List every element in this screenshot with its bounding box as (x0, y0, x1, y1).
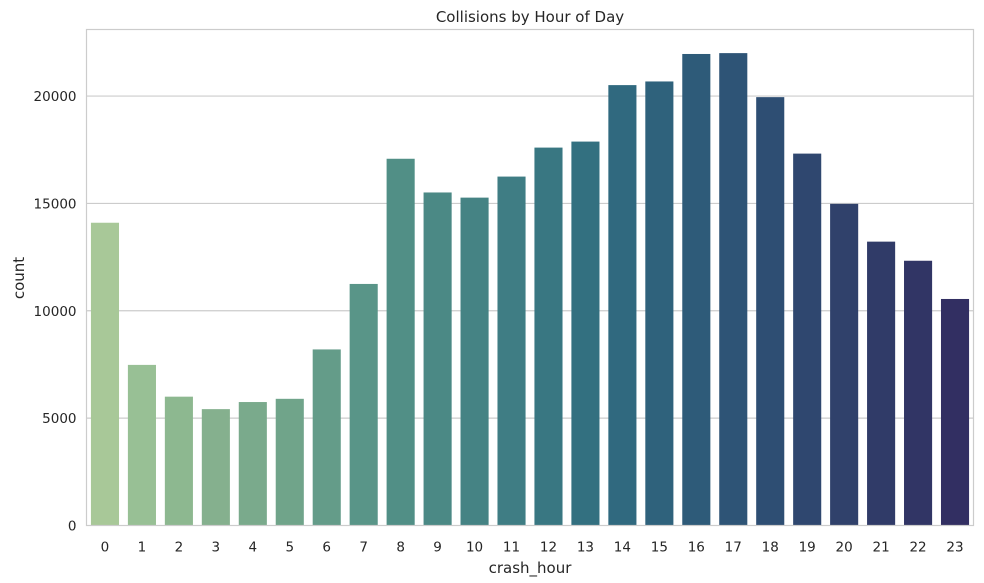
x-tick-label: 8 (396, 540, 405, 556)
x-tick-label: 14 (614, 540, 631, 556)
bar-hour-4 (238, 402, 267, 526)
bar-hour-22 (904, 260, 933, 526)
bar-hour-15 (645, 81, 674, 526)
x-tick-label: 12 (540, 540, 557, 556)
x-tick-label: 17 (725, 540, 742, 556)
bar-hour-1 (127, 364, 156, 526)
y-axis-ticks: 0 5000 10000 15000 20000 (34, 89, 77, 534)
x-tick-label: 19 (799, 540, 816, 556)
bar-hour-6 (312, 349, 341, 526)
bar-hour-17 (719, 53, 748, 526)
y-axis-label: count (10, 257, 28, 299)
x-tick-label: 13 (577, 540, 594, 556)
bar-hour-12 (534, 147, 563, 526)
x-tick-label: 22 (909, 540, 926, 556)
bar-hour-8 (386, 158, 415, 526)
y-tick-label: 0 (68, 519, 77, 535)
plot-frame (85, 28, 975, 527)
bar-hour-11 (497, 176, 526, 526)
x-axis-ticks: 0 1 2 3 4 5 6 7 8 9 10 11 12 13 14 15 16 17 18 19 20 21 22 23 (101, 540, 964, 556)
x-tick-label: 9 (433, 540, 442, 556)
x-tick-label: 16 (688, 540, 705, 556)
bar-hour-10 (460, 197, 489, 526)
x-tick-label: 11 (503, 540, 520, 556)
y-tick-label: 15000 (34, 196, 77, 212)
bar-hour-3 (201, 409, 230, 526)
bar-hour-14 (608, 85, 637, 526)
x-tick-label: 2 (175, 540, 184, 556)
x-tick-label: 0 (101, 540, 110, 556)
bar-hour-23 (940, 298, 970, 526)
bar-hour-20 (830, 203, 859, 526)
x-tick-label: 20 (836, 540, 853, 556)
x-tick-label: 6 (322, 540, 331, 556)
x-tick-label: 15 (651, 540, 668, 556)
y-tick-label: 20000 (34, 89, 77, 105)
x-tick-label: 3 (212, 540, 221, 556)
gridlines (86, 95, 974, 419)
x-tick-label: 18 (762, 540, 779, 556)
x-tick-label: 1 (138, 540, 147, 556)
x-tick-label: 10 (466, 540, 483, 556)
bar-hour-9 (423, 192, 452, 526)
bar-hour-19 (793, 153, 822, 526)
x-tick-label: 23 (946, 540, 963, 556)
chart-title: Collisions by Hour of Day (436, 8, 624, 26)
bar-hour-2 (164, 396, 193, 526)
bar-hour-7 (349, 283, 378, 526)
bar-hour-16 (682, 53, 711, 526)
bar-hour-13 (571, 141, 600, 526)
y-tick-label: 5000 (42, 411, 76, 427)
x-tick-label: 21 (873, 540, 890, 556)
x-tick-label: 4 (249, 540, 258, 556)
y-tick-label: 10000 (34, 304, 77, 320)
x-axis-label: crash_hour (489, 559, 573, 578)
bar-hour-0 (90, 222, 120, 526)
x-tick-label: 5 (285, 540, 294, 556)
x-tick-label: 7 (359, 540, 368, 556)
bar-hour-5 (275, 398, 304, 526)
bars (90, 53, 970, 526)
bar-hour-18 (756, 97, 785, 526)
bar-hour-21 (867, 241, 896, 526)
